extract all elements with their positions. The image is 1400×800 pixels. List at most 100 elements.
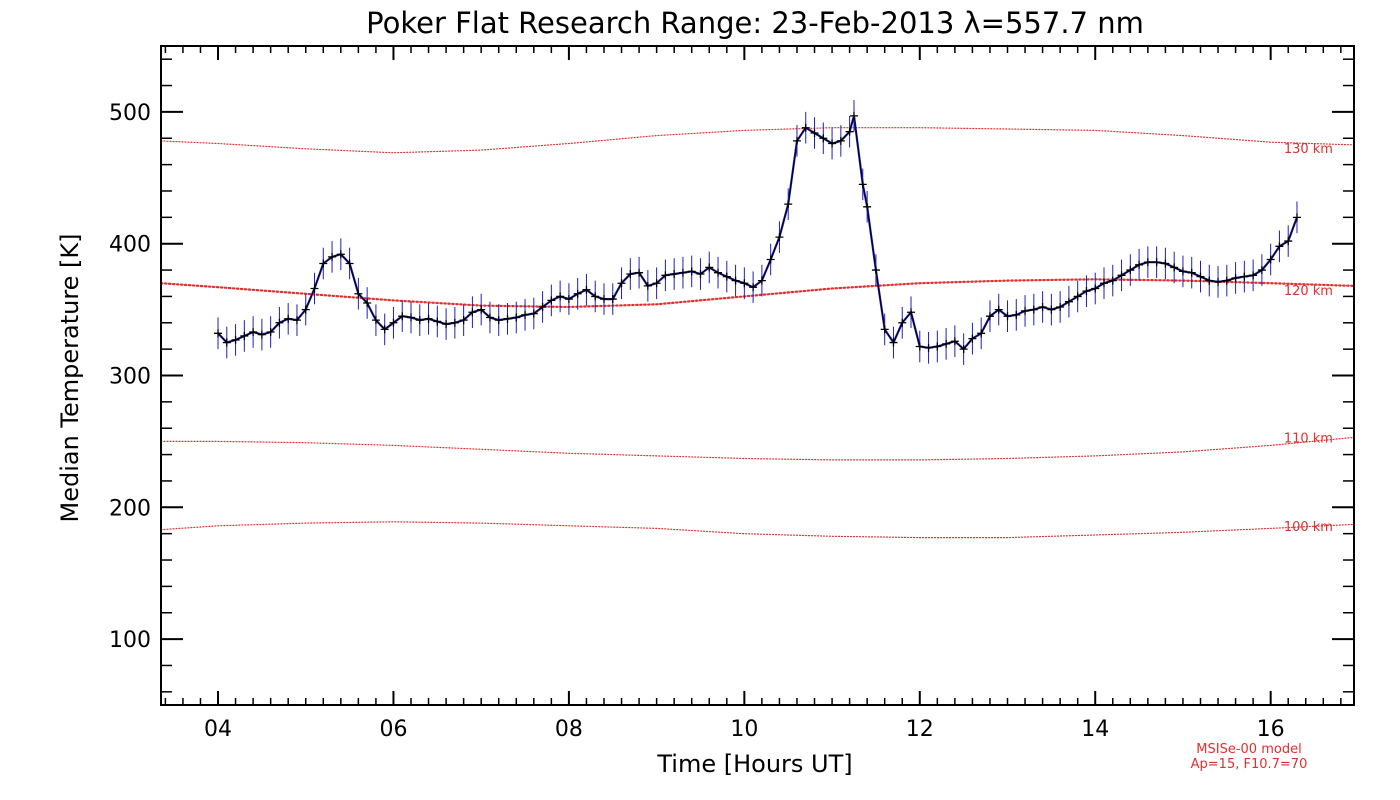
- data-point: [626, 270, 635, 279]
- data-point: [1021, 306, 1030, 315]
- data-point: [1126, 266, 1135, 275]
- data-point: [635, 268, 644, 277]
- data-point: [1108, 276, 1117, 285]
- data-point: [687, 267, 696, 276]
- data-point: [959, 345, 968, 354]
- data-point: [512, 313, 521, 322]
- data-point: [1135, 260, 1144, 269]
- data-point: [766, 255, 775, 264]
- data-point: [442, 320, 451, 329]
- data-point: [284, 314, 293, 323]
- series-line-blue: [217, 115, 1299, 351]
- model-line-label: 130 km: [1284, 142, 1333, 157]
- model-line-label: 100 km: [1284, 520, 1333, 535]
- data-point: [1214, 277, 1223, 286]
- model-name-note: MSISe-00 model: [1196, 742, 1301, 757]
- data-point: [371, 316, 380, 325]
- model-line-130-km: [160, 127, 1355, 154]
- model-line-100-km: [160, 521, 1355, 539]
- data-point: [643, 281, 652, 290]
- model-line-label: 110 km: [1284, 432, 1333, 447]
- data-point: [985, 312, 994, 321]
- data-point: [380, 325, 389, 334]
- data-point: [678, 268, 687, 277]
- data-point: [977, 329, 986, 338]
- data-point: [898, 318, 907, 327]
- data-point: [1231, 273, 1240, 282]
- data-point: [757, 276, 766, 285]
- data-point: [1100, 279, 1108, 288]
- y-tick-label: 100: [109, 628, 151, 653]
- data-point: [845, 127, 854, 136]
- y-tick-label: 200: [109, 496, 151, 521]
- data-point: [214, 329, 223, 338]
- data-point: [722, 272, 731, 281]
- data-point: [319, 259, 328, 268]
- data-point: [494, 316, 503, 325]
- data-point: [849, 111, 858, 120]
- data-point: [503, 314, 512, 323]
- data-point: [1187, 268, 1196, 277]
- chart-title: Poker Flat Research Range: 23-Feb-2013 λ…: [366, 6, 1144, 40]
- data-point: [819, 134, 828, 143]
- data-point: [301, 305, 310, 314]
- data-point: [880, 325, 889, 334]
- data-point: [1143, 258, 1152, 267]
- data-point: [556, 292, 565, 301]
- data-point: [222, 338, 231, 347]
- data-point: [1178, 267, 1187, 276]
- data-point: [1117, 271, 1126, 280]
- data-point: [1240, 272, 1249, 281]
- data-point: [407, 313, 416, 322]
- data-point: [1170, 263, 1179, 272]
- data-point: [345, 259, 354, 268]
- data-point: [582, 285, 591, 294]
- data-point: [292, 316, 301, 325]
- data-point: [1196, 272, 1205, 281]
- y-tick-label: 500: [109, 101, 151, 126]
- data-point: [792, 136, 801, 145]
- data-point: [1284, 237, 1293, 246]
- data-point: [1064, 297, 1073, 306]
- data-point: [389, 318, 398, 327]
- data-point: [249, 328, 258, 337]
- x-tick-label: 16: [1257, 717, 1285, 742]
- data-point: [924, 343, 933, 352]
- data-point: [1029, 305, 1038, 314]
- x-tick-label: 12: [906, 717, 934, 742]
- data-point: [424, 314, 433, 323]
- data-point: [485, 313, 494, 322]
- data-point: [617, 279, 626, 288]
- data-point: [1152, 258, 1161, 267]
- data-point: [354, 289, 363, 298]
- data-point: [810, 128, 819, 137]
- data-point: [240, 331, 249, 340]
- data-point: [1275, 242, 1284, 251]
- model-line-110-km: [160, 436, 1355, 461]
- data-point: [1266, 255, 1275, 264]
- data-point: [1038, 302, 1047, 311]
- data-point: [547, 296, 556, 305]
- data-point: [858, 180, 867, 189]
- data-point: [775, 233, 784, 242]
- x-tick-label: 04: [204, 717, 232, 742]
- data-point: [705, 263, 714, 272]
- data-series: [214, 100, 1301, 365]
- data-point: [459, 316, 468, 325]
- model-params-note: Ap=15, F10.7=70: [1191, 757, 1308, 772]
- data-point: [1091, 284, 1100, 293]
- data-point: [942, 339, 951, 348]
- data-point: [1073, 292, 1082, 301]
- data-point: [608, 295, 617, 304]
- data-point: [968, 334, 977, 343]
- y-tick-label: 300: [109, 365, 151, 390]
- data-point: [1003, 312, 1012, 321]
- data-point: [652, 279, 661, 288]
- data-point: [907, 308, 916, 317]
- data-point: [415, 316, 424, 325]
- data-point: [994, 305, 1003, 314]
- axis-tick-labels: 04 06 08 10 12 14 16 100 200 300 400 500: [109, 101, 1285, 742]
- data-point: [468, 308, 477, 317]
- data-point: [521, 310, 530, 319]
- data-point: [950, 337, 959, 346]
